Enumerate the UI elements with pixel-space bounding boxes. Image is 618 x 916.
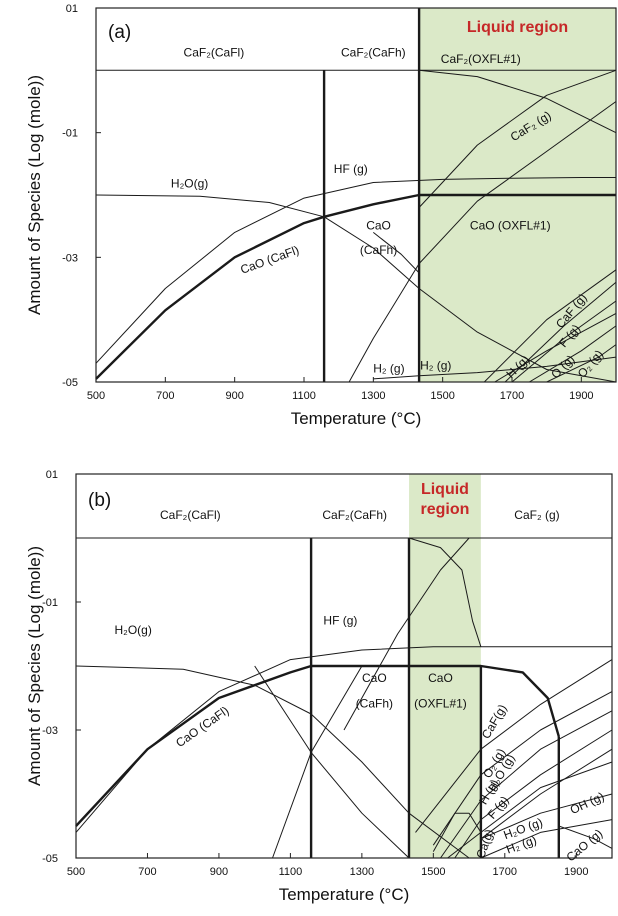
y-axis-title: Amount of Species (Log (mole)) <box>25 546 44 786</box>
plot-frame <box>95 7 617 383</box>
series-cao-cafh <box>323 193 420 218</box>
series-h2-g <box>480 819 613 859</box>
species-label: CaF₂(CaFh) <box>322 508 387 522</box>
series-cafh-crossing <box>372 232 420 274</box>
species-label: CaF₂(OXFL#1) <box>441 52 521 66</box>
species-label: (CaFh) <box>360 243 397 257</box>
species-label: CaF₂(CaFl) <box>184 46 245 60</box>
series-h2-g <box>373 356 617 380</box>
series-caf2-g <box>418 69 617 208</box>
series-f-g <box>504 281 617 383</box>
y-tick-label: -03 <box>42 725 58 737</box>
liquid-region-label: region <box>421 501 470 518</box>
species-label: CaO <box>428 671 453 685</box>
species-label: (OXFL#1) <box>414 697 467 711</box>
x-tick-label: 1300 <box>350 866 374 878</box>
series-caf2-oxfl-descent <box>419 69 617 134</box>
species-label: CaO (OXFL#1) <box>470 218 551 232</box>
liquid-region-label: Liquid <box>421 481 469 498</box>
species-label: (CaFh) <box>356 697 393 711</box>
species-label: HF (g) <box>323 613 357 627</box>
panel-tag: (b) <box>88 490 111 511</box>
y-axis-title: Amount of Species (Log (mole)) <box>25 75 44 315</box>
panel-tag: (a) <box>108 22 131 43</box>
species-label: H₂ (g) <box>420 359 451 373</box>
x-tick-label: 700 <box>156 390 174 402</box>
species-label: H₂ (g) <box>373 362 404 376</box>
species-label: CaO (g) <box>564 826 606 864</box>
x-tick-label: 700 <box>138 866 156 878</box>
x-tick-label: 900 <box>225 390 243 402</box>
species-label: OH (g) <box>568 789 607 817</box>
x-tick-label: 500 <box>87 390 105 402</box>
species-label: CaF₂(CaFl) <box>160 508 221 522</box>
species-label: H₂O(g) <box>115 623 152 637</box>
series-hf-g <box>95 177 616 364</box>
x-axis-title: Temperature (°C) <box>291 409 422 428</box>
x-tick-label: 1500 <box>430 390 454 402</box>
y-tick-label: -01 <box>62 128 78 140</box>
y-tick-label: -05 <box>42 853 58 865</box>
species-label: HF (g) <box>334 162 368 176</box>
series-ca-g <box>447 761 613 859</box>
series-caf2-liquid-drop <box>408 537 482 647</box>
series-caf-g <box>483 269 617 383</box>
species-label: CaO <box>362 671 387 685</box>
series-o-g <box>529 325 617 383</box>
species-label: CaF(g) <box>479 702 510 741</box>
series-cao-cafl <box>75 664 312 827</box>
series-cao-oxfl-rise <box>348 263 420 383</box>
species-label: CaF₂ (g) <box>514 508 559 522</box>
x-tick-label: 900 <box>210 866 228 878</box>
y-tick-label: -01 <box>42 597 58 609</box>
series-cao-cafl <box>95 215 325 380</box>
y-tick-label: -03 <box>62 252 78 264</box>
species-label: H₂O(g) <box>171 177 208 191</box>
x-tick-label: 1900 <box>569 390 593 402</box>
species-label: CaO (CaFl) <box>238 243 300 277</box>
series-h-g <box>494 312 617 383</box>
series-bump <box>432 812 482 852</box>
series-caf-g <box>415 659 613 833</box>
plot-frame <box>75 473 613 859</box>
x-axis-title: Temperature (°C) <box>279 885 410 904</box>
species-label: CaO <box>366 218 391 232</box>
y-tick-label: 01 <box>46 469 58 481</box>
series-o2-g <box>432 691 613 846</box>
series-cafh-rise <box>272 665 363 859</box>
x-tick-label: 1700 <box>493 866 517 878</box>
x-tick-label: 500 <box>67 866 85 878</box>
series-cao-oxfl <box>409 664 560 737</box>
x-tick-label: 1100 <box>292 390 316 402</box>
panel-a: 500 700 900 1100 1300 1500 1700 1900 01 -01 -03 -05… <box>25 3 617 428</box>
series-h2o-g-hi <box>480 793 613 840</box>
series-cafl-descent <box>254 665 410 859</box>
x-tick-label: 1100 <box>279 866 303 878</box>
species-label: CaF₂(CaFh) <box>341 46 406 60</box>
series-h2o-g <box>95 194 617 383</box>
y-tick-label: 01 <box>66 3 78 15</box>
series-f-g <box>454 729 613 859</box>
panel-b: 500 700 900 1100 1300 1500 1700 1900 01 -01 -03 -05… <box>25 469 613 904</box>
x-tick-label: 1900 <box>564 866 588 878</box>
series-oh-g <box>511 300 617 383</box>
series-oh-g <box>480 748 613 840</box>
series-hf-g <box>75 646 612 833</box>
x-tick-label: 1500 <box>421 866 445 878</box>
x-tick-label: 1300 <box>361 390 385 402</box>
series-cao-g <box>558 825 613 849</box>
series-o2-g <box>546 344 617 383</box>
series-oxfl-upper <box>418 101 617 264</box>
liquid-region-label: Liquid region <box>467 19 568 36</box>
y-tick-label: -05 <box>62 377 78 389</box>
series-h-g <box>440 710 613 859</box>
x-tick-label: 1700 <box>500 390 524 402</box>
